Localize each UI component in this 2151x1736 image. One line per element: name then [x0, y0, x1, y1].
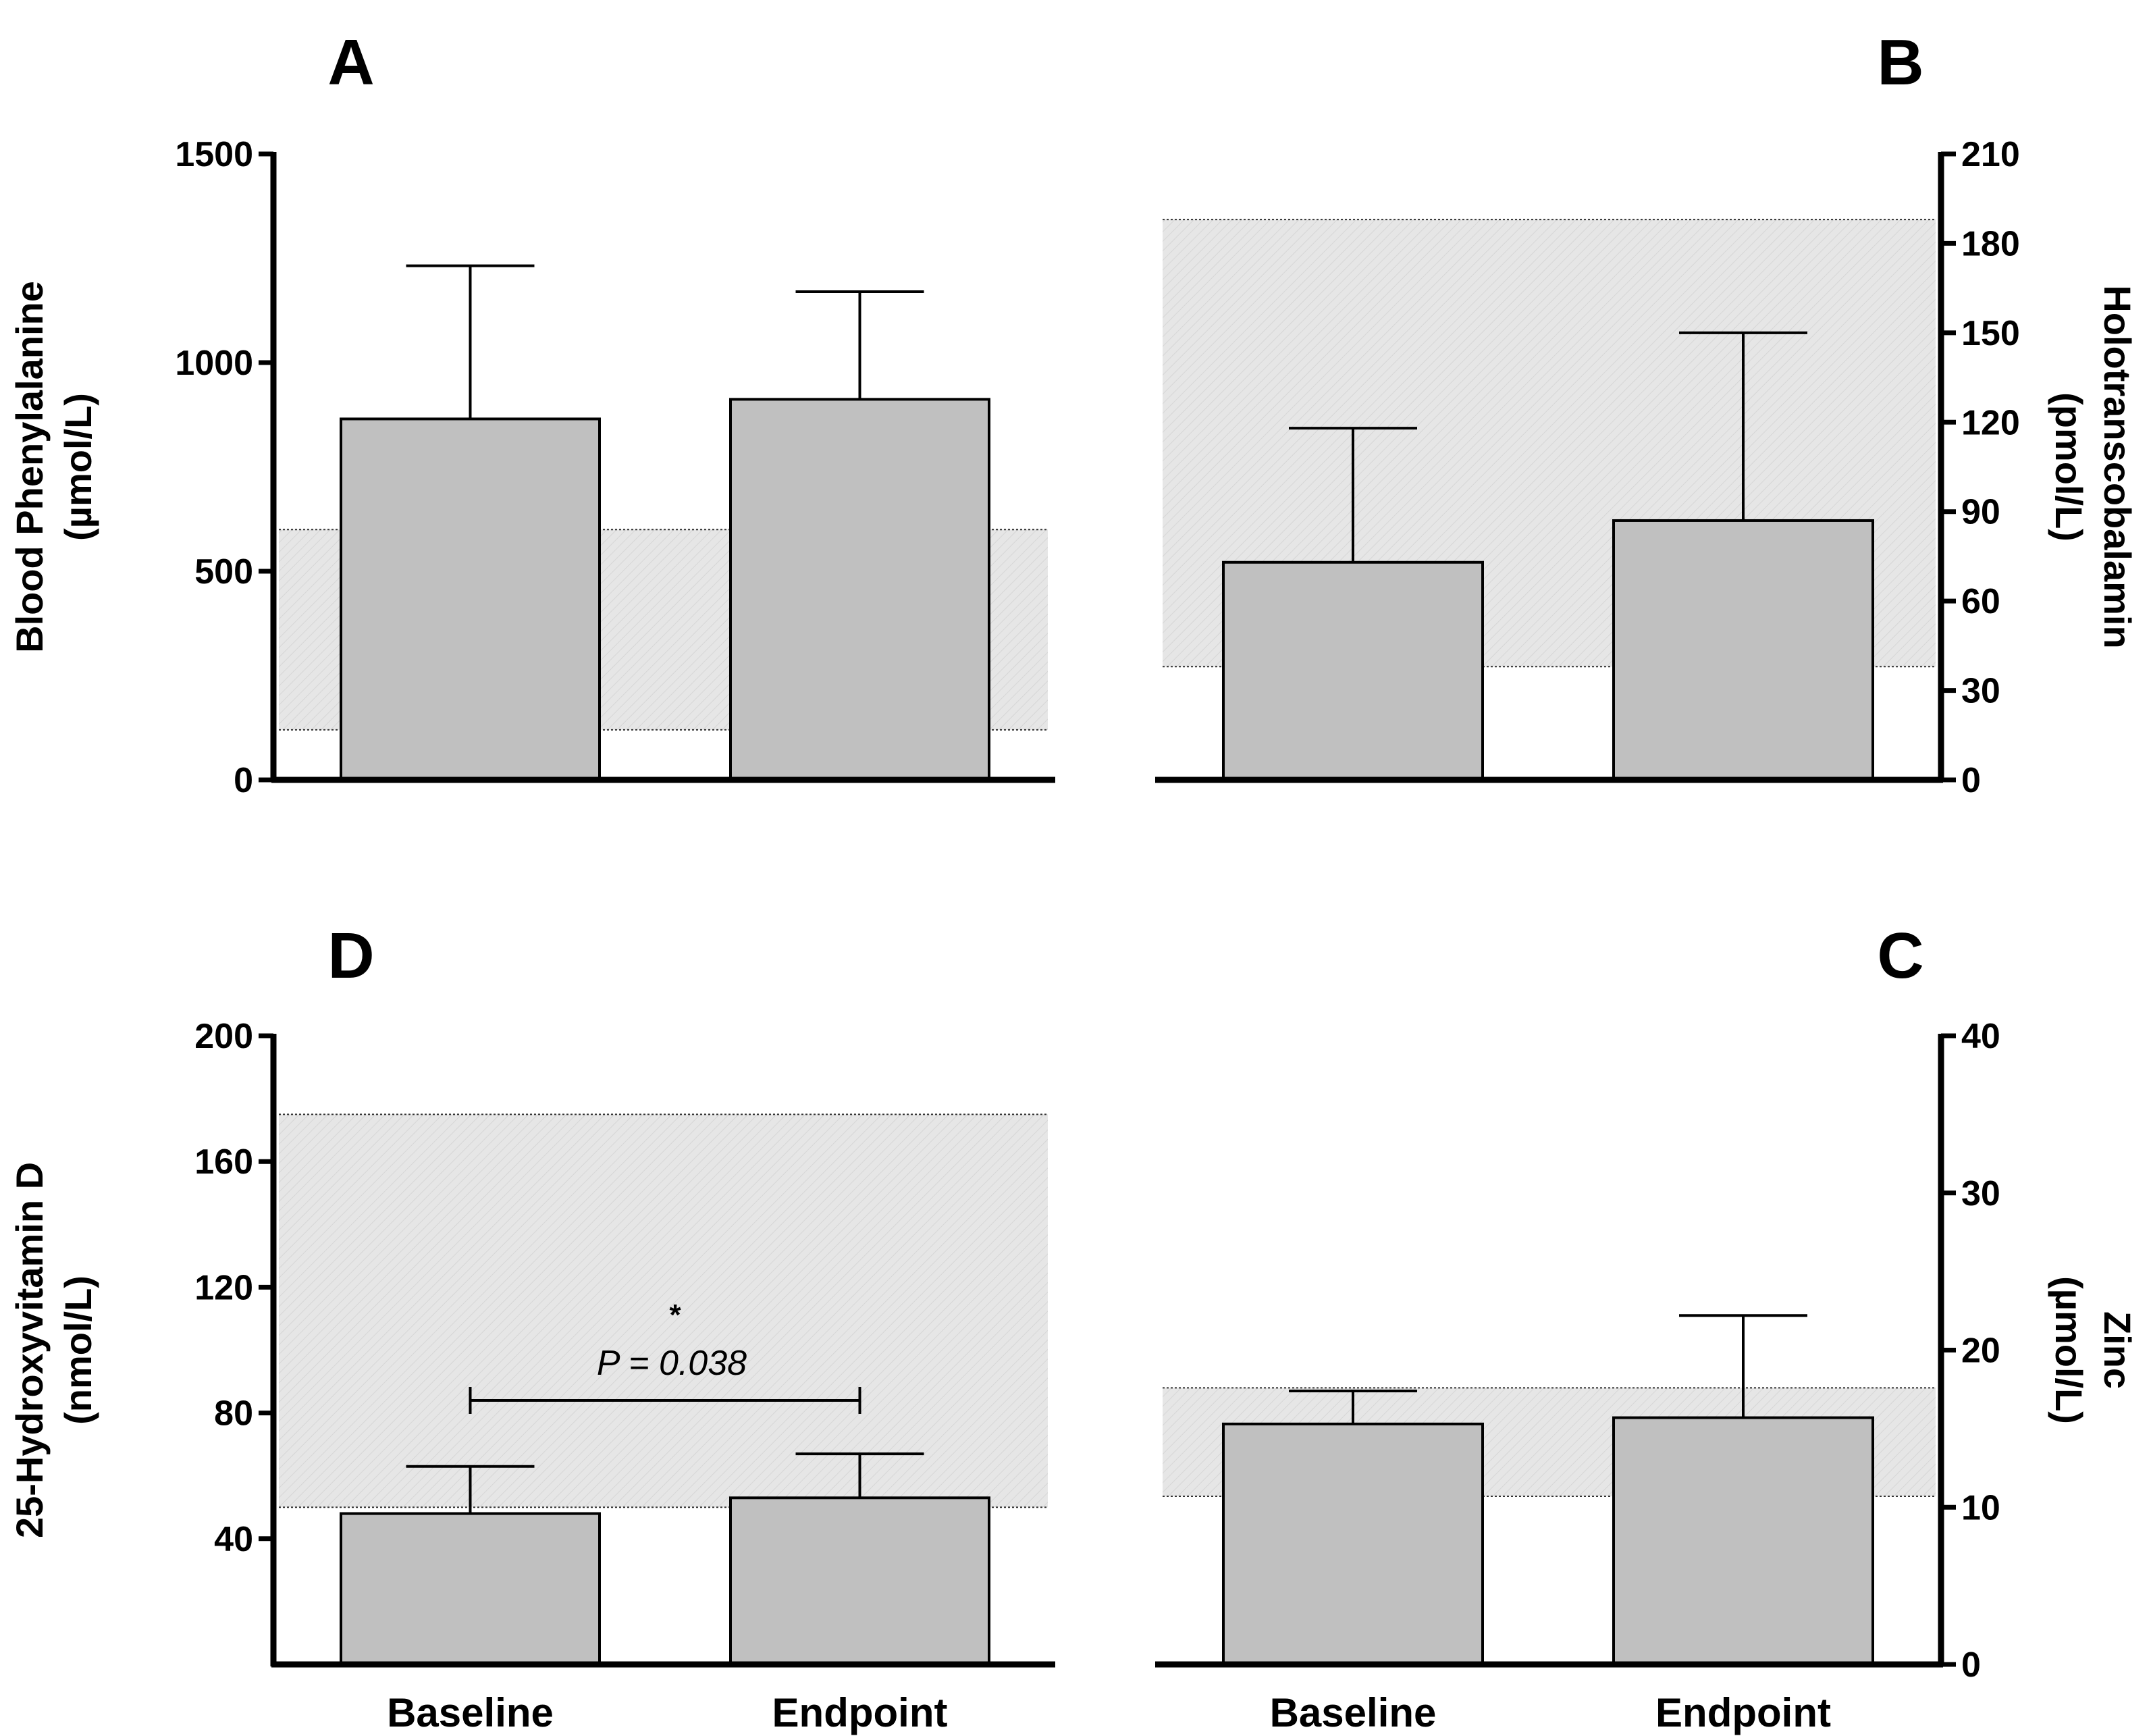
y-axis-title: Blood Phenylalanine (µmol/L)	[8, 281, 99, 653]
y-tick-label: 500	[194, 552, 253, 591]
y-tick-label: 120	[194, 1268, 253, 1307]
y-tick-label: 90	[1961, 493, 2000, 532]
y-tick-label: 160	[194, 1142, 253, 1182]
y-tick-label: 0	[234, 761, 253, 800]
y-axis-title-line-1: Zinc	[2096, 1311, 2139, 1389]
y-axis-title-line-1: Blood Phenylalanine	[8, 281, 51, 653]
panel-d: Baseline Endpoint 40 80 120 160 200 25-Hydroxyv…	[8, 920, 1055, 1735]
y-axis-title: Zinc(µmol/L)	[2048, 1276, 2139, 1424]
x-tick-label: Baseline	[1270, 1690, 1437, 1735]
y-tick-label: 150	[1961, 314, 2020, 353]
x-tick-label: Endpoint	[1655, 1690, 1831, 1735]
y-axis-title-line-2: (nmol/L)	[57, 1275, 99, 1425]
bar-endpoint	[1612, 519, 1874, 781]
bar-endpoint	[1612, 1416, 1874, 1666]
panel-label: B	[1877, 26, 1923, 99]
y-tick-label: 40	[1961, 1017, 2000, 1056]
y-tick-label: 210	[1961, 135, 2020, 174]
panel-c: Baseline Endpoint 0 10 20 30 40 Zinc(µmol/L) C	[1155, 920, 2139, 1735]
y-tick-label: 0	[1961, 761, 1981, 800]
x-tick-label: Baseline	[387, 1690, 554, 1735]
y-tick-label: 40	[214, 1520, 253, 1559]
y-tick-label: 30	[1961, 1174, 2000, 1213]
y-tick-label: 30	[1961, 672, 2000, 711]
panel-b: 0 30 60 90 120 150 180 210 Holotranscobalamin(pm…	[1155, 26, 2139, 800]
y-tick-label: 200	[194, 1017, 253, 1056]
x-tick-label: Endpoint	[772, 1690, 948, 1735]
y-tick-label: 20	[1961, 1332, 2000, 1371]
bar-baseline	[340, 1512, 601, 1666]
y-axis-title-line-2: (pmol/L)	[2048, 392, 2090, 542]
y-tick-label: 10	[1961, 1488, 2000, 1527]
bar-baseline	[1222, 1422, 1484, 1666]
y-tick-label: 80	[214, 1394, 253, 1433]
y-tick-label: 0	[1961, 1646, 1981, 1685]
panel-label: D	[327, 920, 374, 992]
y-tick-label: 120	[1961, 403, 2020, 442]
y-axis-title-line-1: Holotranscobalamin	[2096, 285, 2139, 648]
y-axis-title-line-1: 25-Hydroxyvitamin D	[8, 1162, 51, 1538]
bar-baseline	[340, 417, 601, 781]
bar-baseline	[1222, 560, 1484, 781]
bar-endpoint	[729, 1496, 990, 1666]
y-axis-title-line-2: (µmol/L)	[57, 393, 99, 541]
bar-endpoint	[729, 398, 990, 781]
y-axis-title: Holotranscobalamin(pmol/L)	[2048, 285, 2139, 648]
y-axis-title: 25-Hydroxyvitamin D (nmol/L)	[8, 1162, 99, 1538]
y-tick-label: 1500	[175, 135, 253, 174]
y-tick-label: 1000	[175, 344, 253, 383]
y-tick-label: 60	[1961, 582, 2000, 621]
y-tick-label: 180	[1961, 224, 2020, 263]
reference-range-band	[279, 1114, 1048, 1508]
p-value-label: P = 0.038	[597, 1344, 747, 1383]
y-axis-title-line-2: (µmol/L)	[2048, 1276, 2090, 1424]
panel-label: C	[1877, 920, 1923, 992]
panel-label: A	[327, 26, 374, 99]
significance-star: *	[669, 1298, 681, 1332]
panel-a: 0 500 1000 1500 Blood Phenylalanine (µmol/L) A	[8, 26, 1055, 800]
